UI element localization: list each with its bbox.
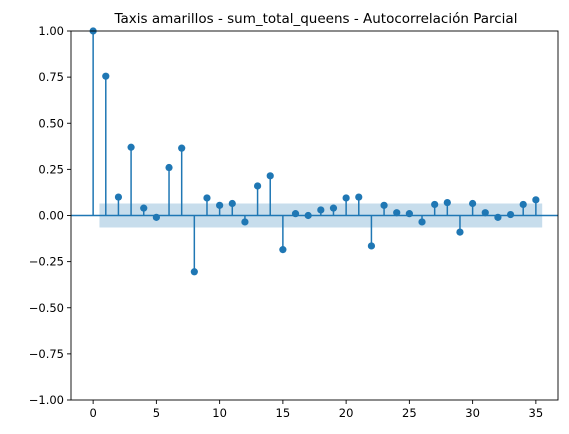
stems-layer <box>92 31 537 272</box>
marker-lag-24 <box>393 209 401 217</box>
axes-layer: 0 5 10 15 20 25 30 35 −1.00 −0.75 −0.50 −0.25 0.00 0.… <box>29 24 559 420</box>
y-tick-label-4: 0.00 <box>38 209 64 223</box>
x-tick-label-35: 35 <box>529 406 544 420</box>
marker-lag-30 <box>469 199 477 208</box>
marker-lag-18 <box>317 206 325 214</box>
marker-lag-5 <box>152 213 160 221</box>
x-tick-label-15: 15 <box>276 406 291 420</box>
marker-lag-12 <box>241 218 249 226</box>
y-tick-label-7: 0.75 <box>38 70 64 84</box>
marker-lag-32 <box>494 213 502 221</box>
y-tick-label-8: 1.00 <box>38 24 64 38</box>
marker-lag-35 <box>532 196 540 204</box>
marker-lag-25 <box>405 210 413 218</box>
x-tick-label-5: 5 <box>153 406 160 420</box>
marker-lag-3 <box>127 143 135 151</box>
y-tick-label-1: −0.75 <box>29 347 64 361</box>
y-tick-label-5: 0.25 <box>38 162 64 176</box>
marker-lag-19 <box>329 204 338 212</box>
marker-lag-6 <box>165 163 173 172</box>
x-tick-label-0: 0 <box>89 406 96 420</box>
y-tick-label-2: −0.50 <box>29 301 64 315</box>
markers-layer <box>89 27 540 276</box>
marker-lag-23 <box>380 201 388 209</box>
marker-lag-31 <box>481 209 489 217</box>
marker-lag-7 <box>178 144 186 152</box>
x-tick-label-10: 10 <box>212 406 227 420</box>
y-tick-label-6: 0.50 <box>38 116 64 130</box>
marker-lag-20 <box>342 194 350 202</box>
marker-lag-22 <box>367 242 376 250</box>
x-tick-label-30: 30 <box>465 406 480 420</box>
marker-lag-33 <box>506 210 515 219</box>
marker-lag-1 <box>102 72 110 80</box>
marker-lag-15 <box>279 246 287 254</box>
marker-lag-17 <box>304 211 312 220</box>
marker-lag-4 <box>140 204 148 212</box>
chart-title: Taxis amarillos - sum_total_queens - Aut… <box>114 11 518 27</box>
marker-lag-29 <box>456 228 464 236</box>
y-tick-label-0: −1.00 <box>29 393 64 407</box>
x-tick-label-25: 25 <box>402 406 417 420</box>
marker-lag-8 <box>190 268 198 276</box>
marker-lag-2 <box>114 193 123 201</box>
marker-lag-27 <box>431 200 439 209</box>
marker-lag-11 <box>228 199 236 208</box>
marker-lag-9 <box>203 194 211 202</box>
marker-lag-21 <box>355 193 363 201</box>
marker-lag-13 <box>253 182 262 190</box>
marker-lag-10 <box>216 201 224 209</box>
marker-lag-28 <box>443 198 451 207</box>
marker-lag-16 <box>291 210 300 218</box>
marker-lag-34 <box>519 200 527 209</box>
marker-lag-14 <box>266 172 274 180</box>
y-tick-label-3: −0.25 <box>29 255 64 269</box>
marker-lag-26 <box>418 218 426 226</box>
x-tick-label-20: 20 <box>339 406 354 420</box>
